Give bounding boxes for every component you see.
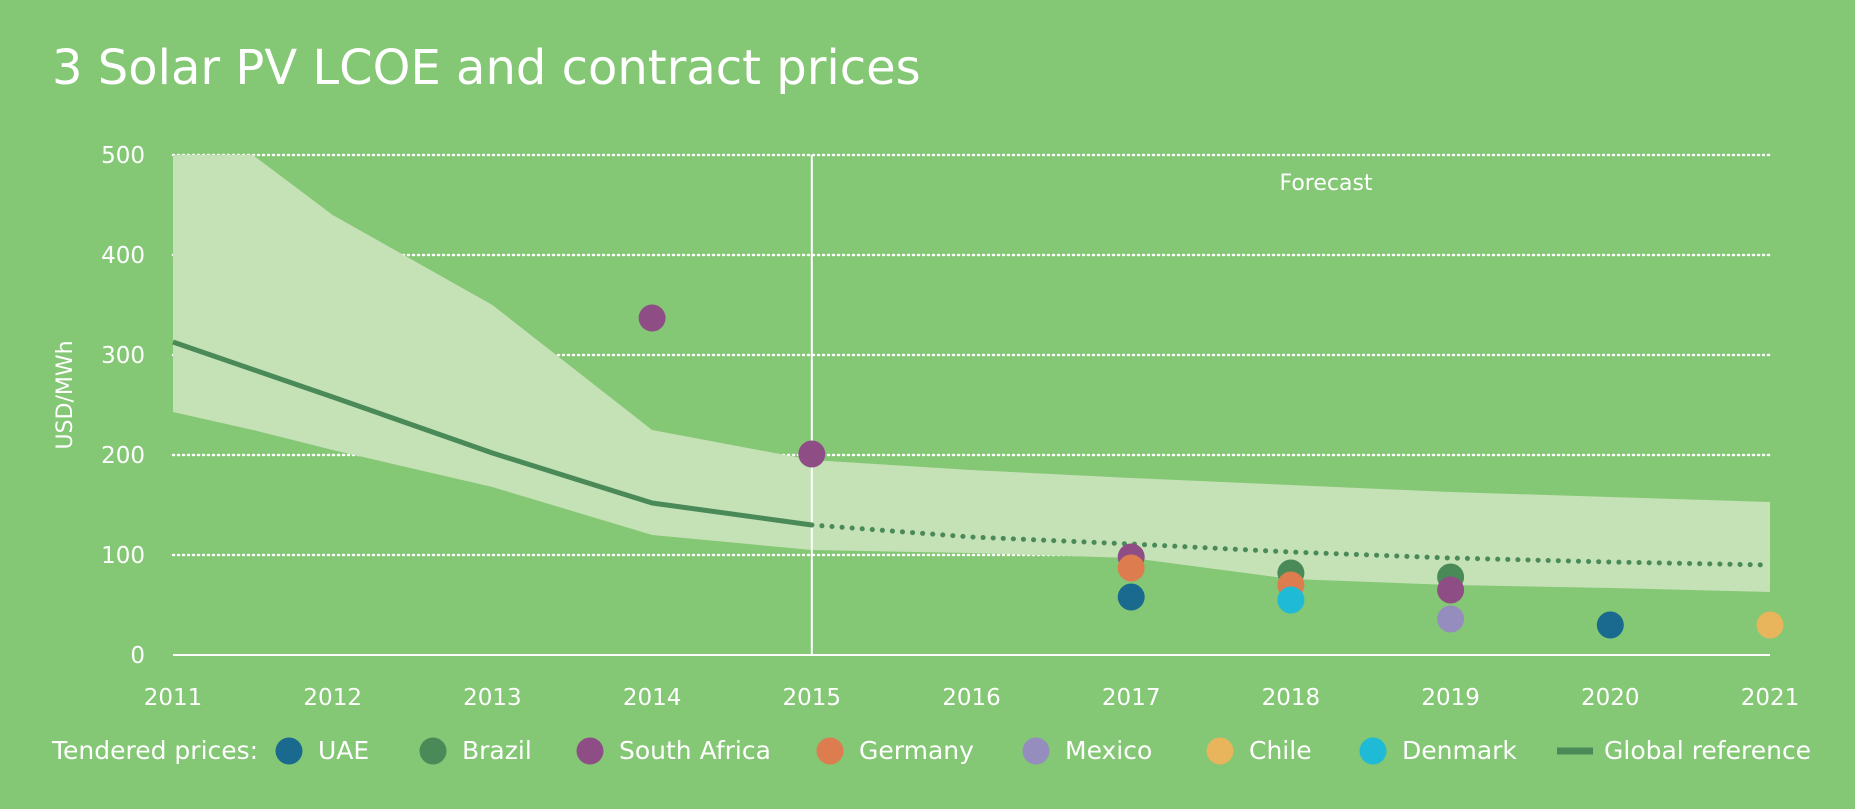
- legend-label-global-reference: Global reference: [1604, 736, 1811, 765]
- point-germany: [1117, 554, 1145, 582]
- legend-label-chile: Chile: [1249, 736, 1312, 765]
- legend-label-denmark: Denmark: [1402, 736, 1517, 765]
- legend-swatch-germany: [816, 737, 844, 765]
- legend-swatch-chile: [1206, 737, 1234, 765]
- forecast-label: Forecast: [1279, 171, 1372, 196]
- point-south-africa: [798, 440, 826, 468]
- legend-label-germany: Germany: [859, 736, 974, 765]
- y-tick-label: 0: [130, 643, 145, 669]
- x-tick-label: 2016: [942, 685, 1001, 711]
- point-uae: [1117, 583, 1145, 611]
- x-tick-label: 2020: [1581, 685, 1640, 711]
- x-tick-label: 2011: [144, 685, 203, 711]
- global-reference-forecast-line: [809, 522, 1773, 568]
- point-south-africa: [638, 304, 666, 332]
- legend-swatch-brazil: [419, 737, 447, 765]
- point-denmark: [1277, 586, 1305, 614]
- x-tick-label: 2013: [463, 685, 522, 711]
- point-chile: [1756, 611, 1784, 639]
- y-tick-label: 300: [101, 343, 145, 369]
- x-tick-label: 2015: [783, 685, 842, 711]
- y-tick-label: 400: [101, 243, 145, 269]
- point-mexico: [1437, 605, 1465, 633]
- y-tick-label: 200: [101, 443, 145, 469]
- legend-swatch-denmark: [1359, 737, 1387, 765]
- lcoe-range-band: [173, 155, 1770, 592]
- legend-swatch-uae: [275, 737, 303, 765]
- global-reference-line: [172, 339, 813, 528]
- legend-label-mexico: Mexico: [1065, 736, 1152, 765]
- x-tick-label: 2019: [1421, 685, 1480, 711]
- legend-label-uae: UAE: [318, 736, 369, 765]
- legend-label-south-africa: South Africa: [619, 736, 771, 765]
- x-tick-label: 2018: [1262, 685, 1321, 711]
- chart-title: 3 Solar PV LCOE and contract prices: [52, 40, 921, 96]
- x-tick-label: 2021: [1741, 685, 1800, 711]
- x-tick-label: 2017: [1102, 685, 1161, 711]
- legend-swatch-mexico: [1022, 737, 1050, 765]
- y-tick-label: 100: [101, 543, 145, 569]
- legend-swatch-south-africa: [576, 737, 604, 765]
- x-tick-label: 2012: [303, 685, 362, 711]
- point-south-africa: [1437, 576, 1465, 604]
- x-tick-label: 2014: [623, 685, 682, 711]
- legend-title: Tendered prices:: [51, 736, 258, 765]
- legend-label-brazil: Brazil: [462, 736, 532, 765]
- point-uae: [1596, 611, 1624, 639]
- y-tick-label: 500: [101, 143, 145, 169]
- y-axis-label: USD/MWh: [53, 340, 78, 449]
